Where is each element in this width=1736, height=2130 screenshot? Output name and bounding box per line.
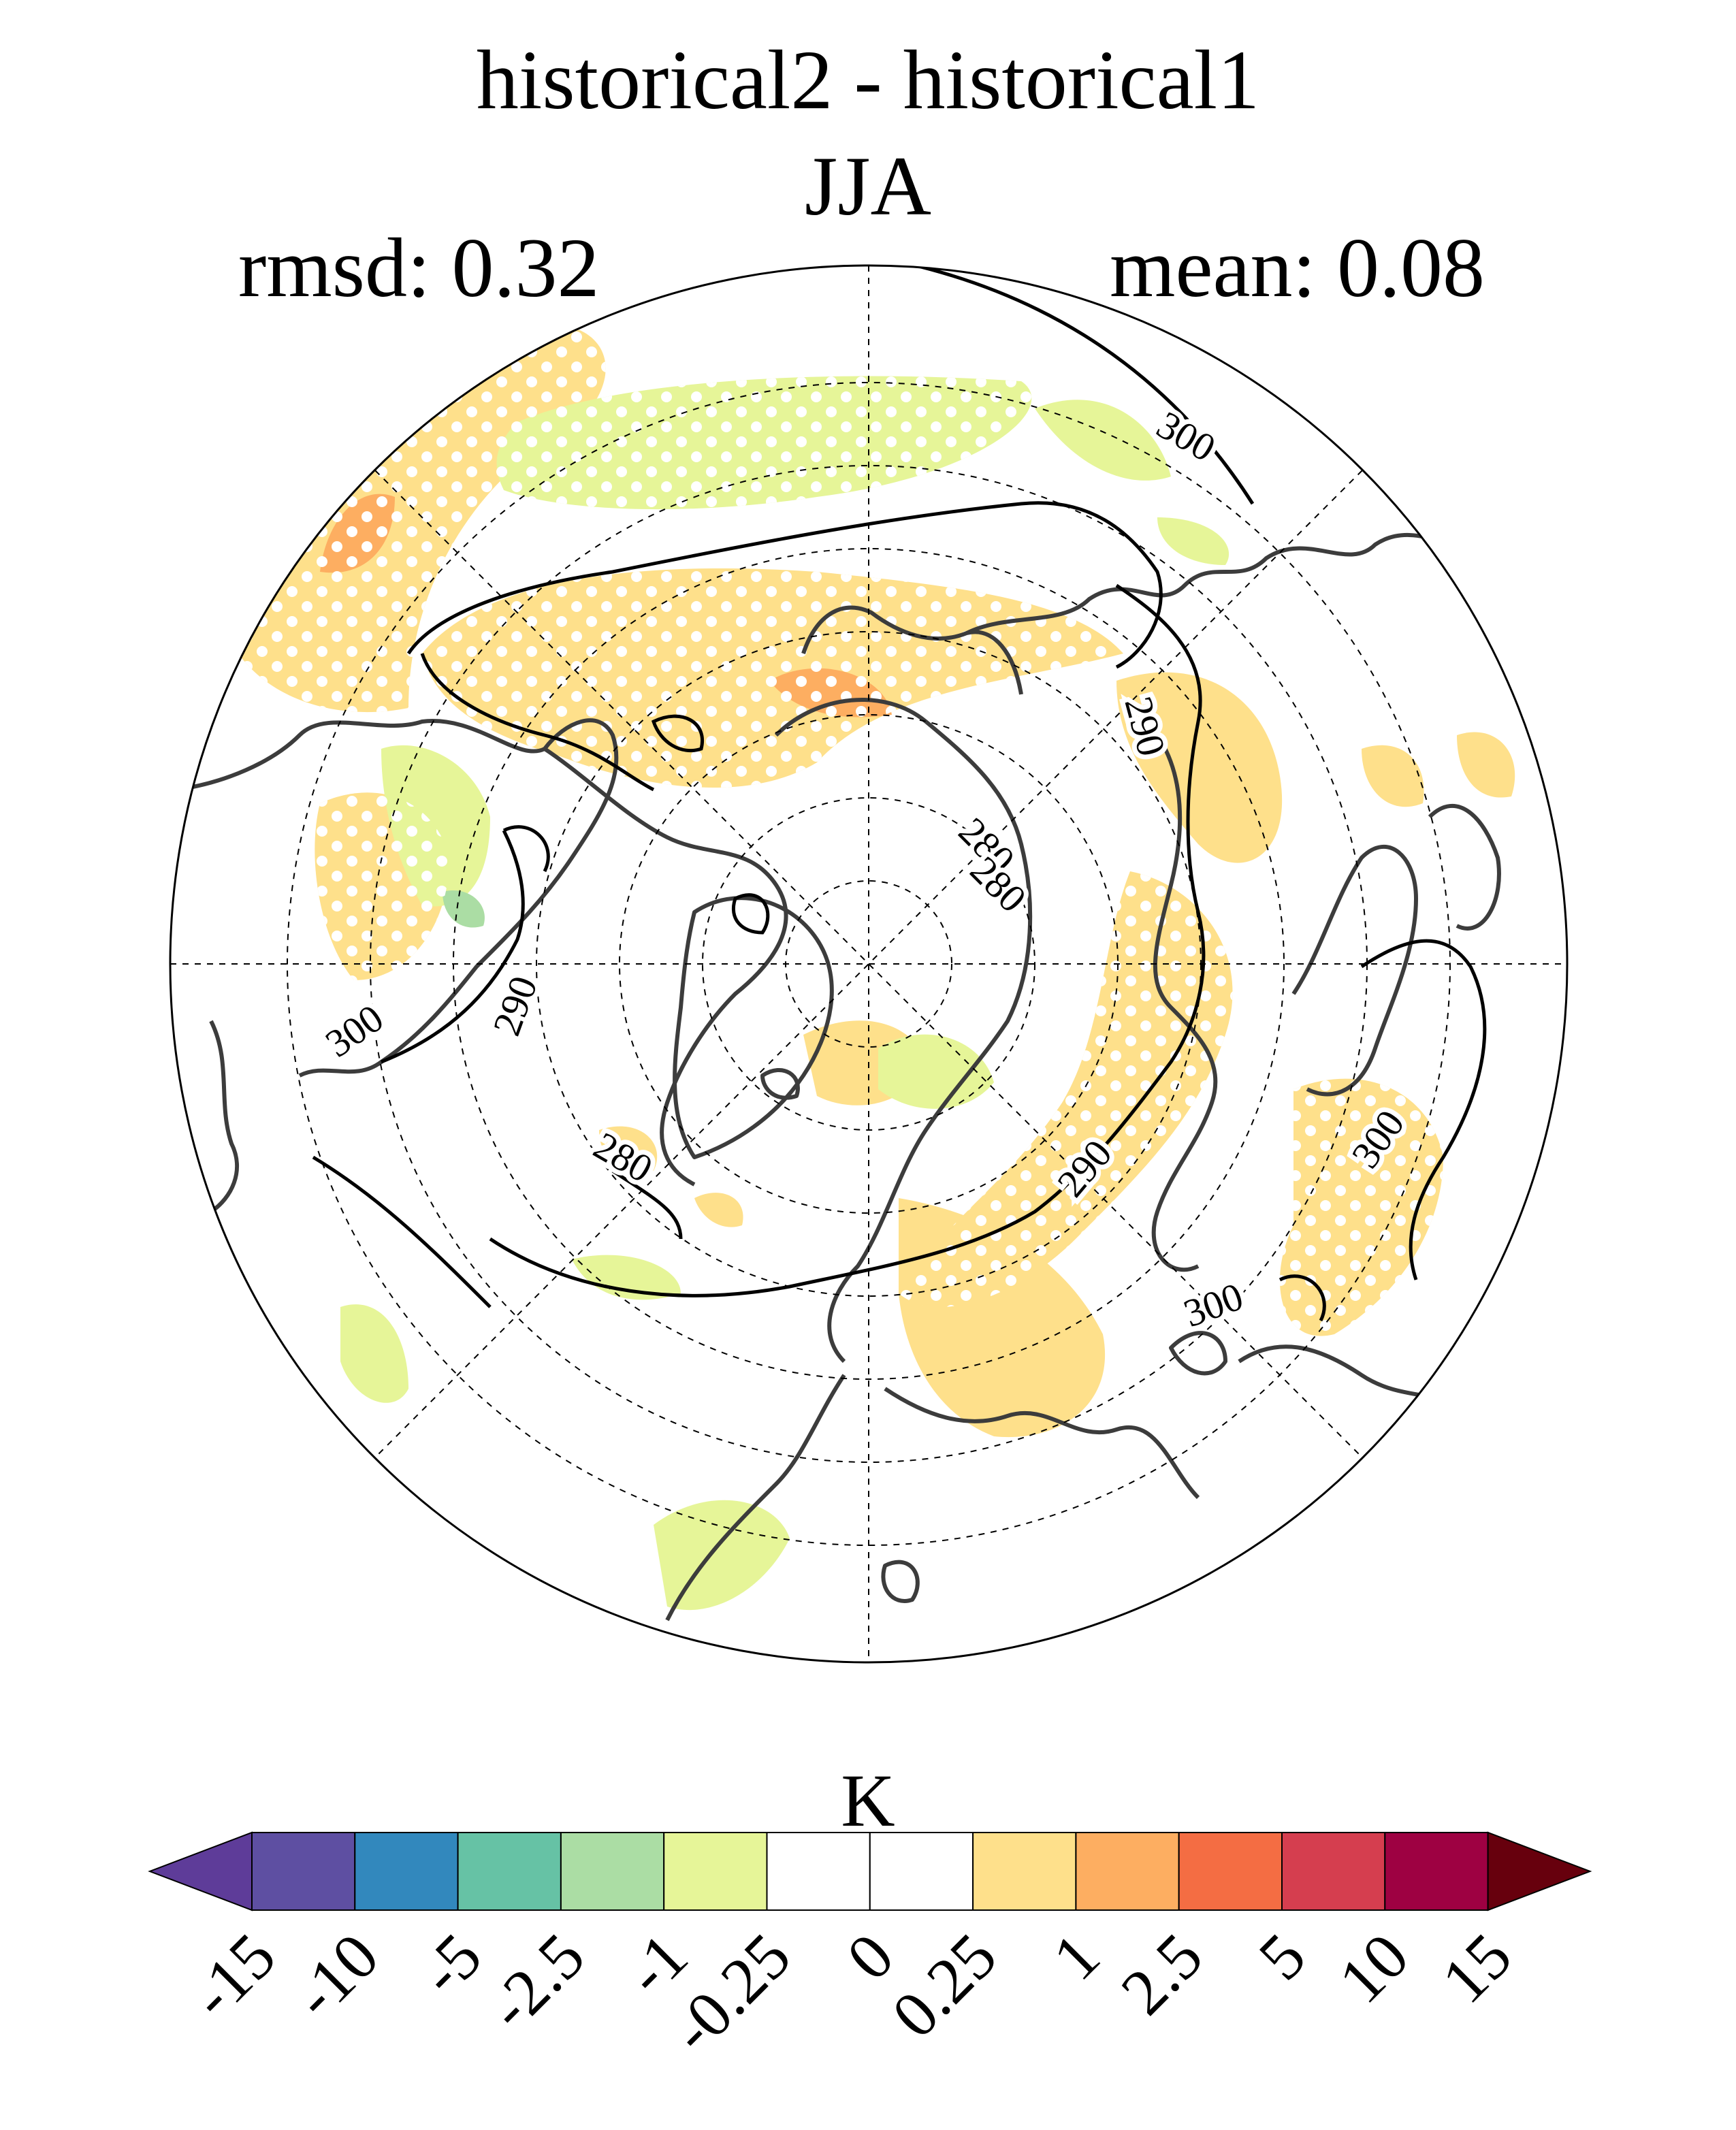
colorbar-swatch — [251, 1832, 356, 1911]
colorbar-units: K — [841, 1759, 895, 1842]
mean-label: mean: 0.08 — [1110, 221, 1485, 314]
colorbar-tick-label: -0.25 — [656, 1919, 804, 2067]
colorbar-swatch — [869, 1832, 974, 1911]
map-boundary — [169, 264, 1569, 1664]
map-title: historical2 - historical1 — [476, 33, 1260, 127]
colorbar-extend-low — [148, 1831, 253, 1911]
temperature-contours — [312, 265, 1487, 1322]
colorbar-tick-label: 10 — [1325, 1919, 1423, 2017]
colorbar-swatch — [457, 1832, 562, 1911]
colorbar-tick-label: 15 — [1428, 1919, 1526, 2017]
colorbar-swatch — [1384, 1832, 1489, 1911]
colorbar-swatch — [1281, 1832, 1386, 1911]
colorbar-swatch — [354, 1832, 459, 1911]
colorbar-swatch — [972, 1832, 1077, 1911]
season-label: JJA — [804, 140, 932, 233]
colorbar-tick-label: 2.5 — [1107, 1919, 1217, 2029]
colorbar-tick-label: 5 — [1244, 1919, 1319, 1994]
colorbar-tick-label: -2.5 — [474, 1919, 598, 2044]
colorbar-tick-label: -10 — [279, 1919, 392, 2032]
polar-map — [170, 265, 1567, 1662]
significance-stipple — [237, 324, 1443, 1336]
colorbar: -15-10 -5-2.5 -1-0.25 00.25 12.5 5 10 15 — [148, 1831, 1592, 2067]
colorbar-swatch — [663, 1832, 768, 1911]
rmsd-label: rmsd: 0.32 — [238, 221, 600, 314]
colorbar-tick-label: 0.25 — [878, 1919, 1010, 2051]
colorbar-tick-label: 1 — [1039, 1919, 1114, 1994]
colorbar-swatch — [766, 1832, 871, 1911]
graticule — [170, 265, 1567, 1662]
colorbar-swatch — [1075, 1832, 1180, 1911]
colorbar-tick-label: -15 — [176, 1919, 289, 2032]
colorbar-extend-high — [1487, 1831, 1592, 1911]
colorbar-swatch — [560, 1832, 665, 1911]
colorbar-swatch — [1178, 1832, 1283, 1911]
